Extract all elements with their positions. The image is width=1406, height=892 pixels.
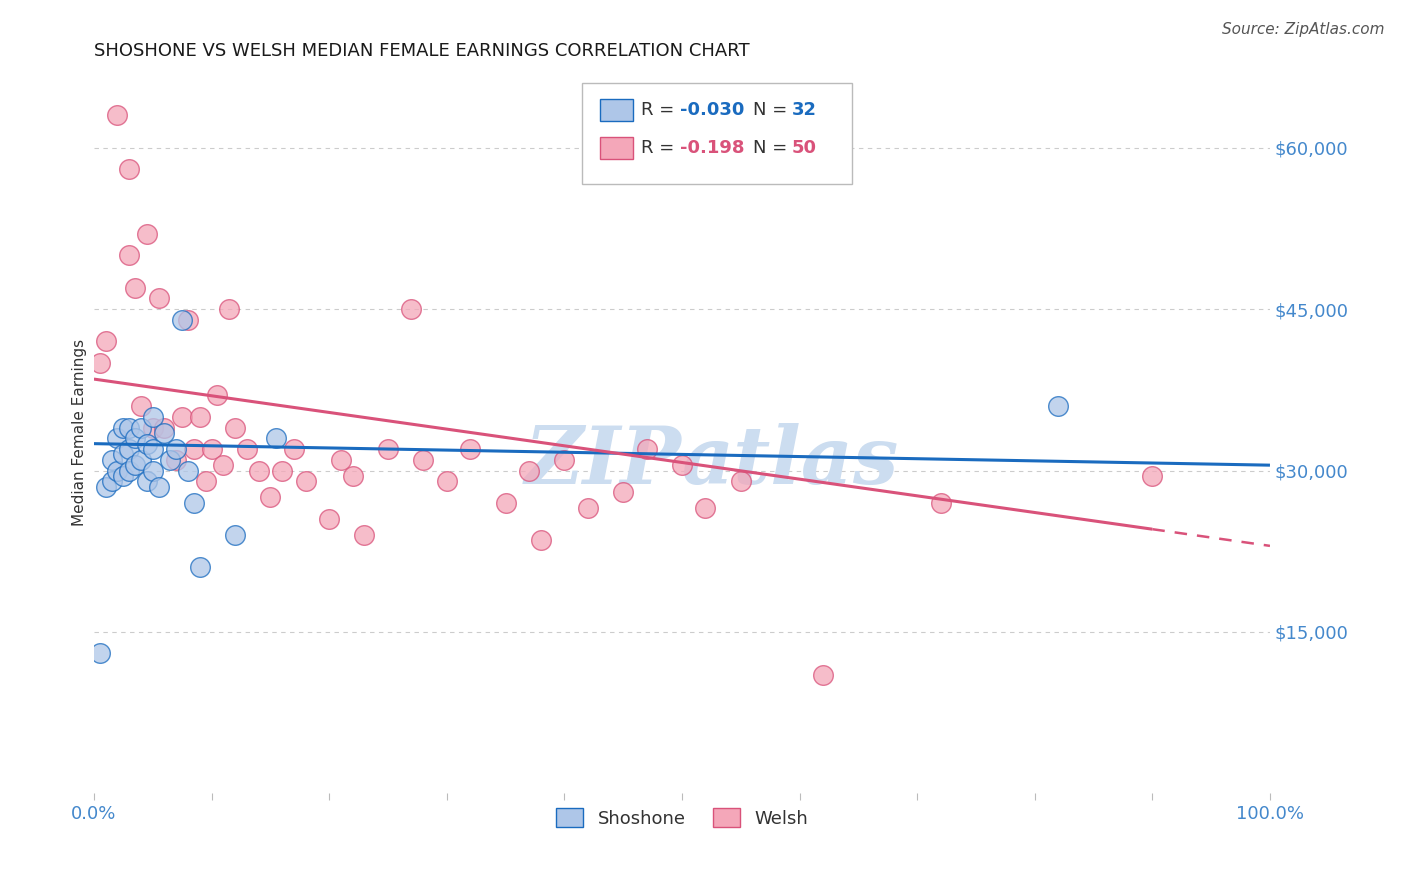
Point (142, 442, 165, 456)
Point (172, 409, 194, 424)
Point (118, 464, 141, 478)
Text: N =: N = (752, 139, 793, 157)
Point (118, 162, 141, 177)
Point (695, 501, 717, 516)
Point (401, 302, 423, 317)
Point (342, 469, 364, 483)
Point (353, 528, 375, 542)
Point (612, 485, 634, 500)
Point (118, 420, 141, 434)
Point (177, 464, 200, 478)
Legend: Shoshone, Welsh: Shoshone, Welsh (548, 801, 815, 835)
Point (89, 356, 111, 370)
Point (124, 431, 146, 445)
Text: -0.030: -0.030 (679, 101, 744, 119)
Text: SHOSHONE VS WELSH MEDIAN FEMALE EARNINGS CORRELATION CHART: SHOSHONE VS WELSH MEDIAN FEMALE EARNINGS… (94, 42, 749, 60)
Point (142, 420, 165, 434)
Point (207, 388, 229, 402)
Point (730, 475, 752, 489)
Text: Source: ZipAtlas.com: Source: ZipAtlas.com (1222, 22, 1385, 37)
Bar (599, 99, 633, 120)
Point (148, 480, 170, 494)
Point (112, 447, 135, 461)
Point (436, 475, 458, 489)
Point (576, 501, 599, 516)
Point (153, 420, 176, 434)
Point (188, 409, 211, 424)
Point (124, 458, 146, 472)
Point (495, 496, 517, 510)
Point (135, 227, 157, 241)
Point (94, 334, 117, 349)
Point (159, 452, 181, 467)
Point (188, 560, 211, 574)
Text: atlas: atlas (682, 423, 900, 500)
Point (100, 475, 122, 489)
Point (183, 442, 205, 456)
Point (165, 442, 187, 456)
Point (165, 452, 187, 467)
Point (283, 442, 305, 456)
Point (811, 668, 834, 682)
Point (212, 458, 235, 472)
Point (94, 480, 117, 494)
Point (200, 442, 222, 456)
Point (412, 452, 434, 467)
Text: -0.198: -0.198 (679, 139, 744, 157)
Point (224, 528, 246, 542)
Text: N =: N = (752, 101, 793, 119)
Point (112, 420, 135, 434)
Point (129, 420, 152, 434)
FancyBboxPatch shape (582, 83, 852, 184)
Point (183, 496, 205, 510)
Point (153, 425, 176, 440)
Text: R =: R = (641, 139, 686, 157)
Point (671, 458, 693, 472)
Point (148, 292, 170, 306)
Point (218, 302, 240, 317)
Point (259, 491, 281, 505)
Point (135, 436, 157, 450)
Point (553, 452, 575, 467)
Point (377, 442, 399, 456)
Point (118, 442, 141, 456)
Point (107, 431, 129, 445)
Text: ZIP: ZIP (524, 423, 682, 500)
Point (530, 533, 553, 548)
Point (124, 280, 146, 294)
Point (224, 420, 246, 434)
Point (107, 108, 129, 122)
Point (1142, 469, 1164, 483)
Point (194, 475, 217, 489)
Point (107, 464, 129, 478)
Point (142, 409, 165, 424)
Bar (599, 137, 633, 159)
Text: 32: 32 (792, 101, 817, 119)
Point (177, 313, 200, 327)
Point (118, 248, 141, 262)
Point (89, 647, 111, 661)
Point (1047, 399, 1070, 413)
Point (135, 475, 157, 489)
Point (929, 496, 952, 510)
Point (172, 313, 194, 327)
Point (517, 464, 540, 478)
Point (129, 399, 152, 413)
Text: R =: R = (641, 101, 679, 119)
Point (247, 464, 270, 478)
Point (294, 475, 316, 489)
Point (100, 452, 122, 467)
Point (318, 512, 340, 526)
Point (264, 431, 287, 445)
Point (636, 442, 658, 456)
Point (112, 469, 135, 483)
Point (142, 464, 165, 478)
Y-axis label: Median Female Earnings: Median Female Earnings (72, 339, 87, 526)
Text: 50: 50 (792, 139, 817, 157)
Point (129, 452, 152, 467)
Point (458, 442, 481, 456)
Point (329, 452, 352, 467)
Point (271, 464, 294, 478)
Point (236, 442, 259, 456)
